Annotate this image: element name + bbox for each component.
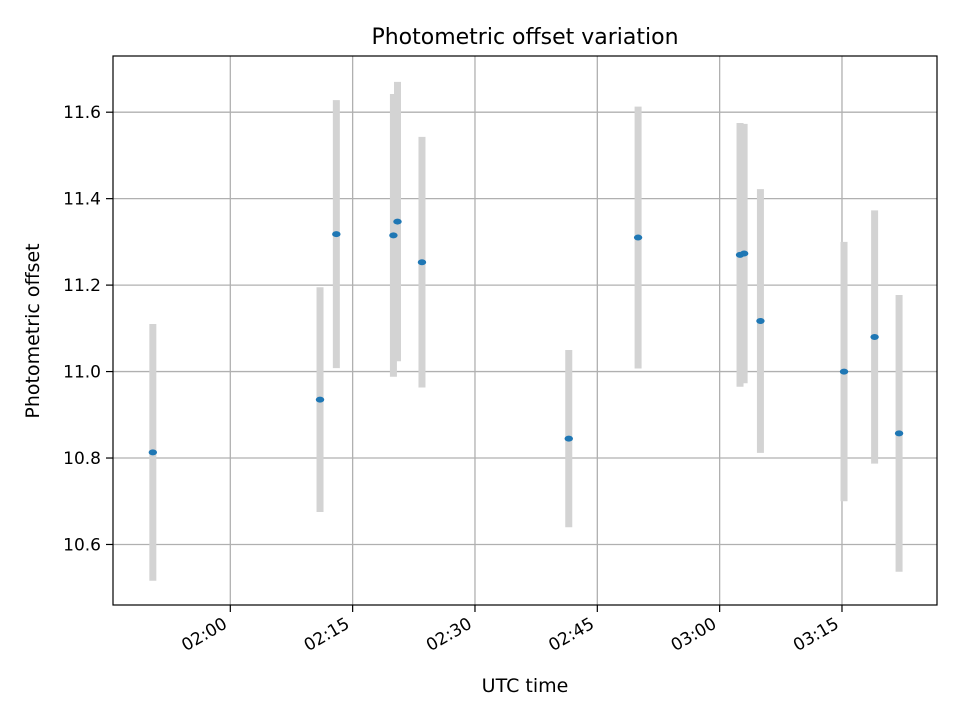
data-point bbox=[739, 250, 749, 257]
data-point bbox=[417, 259, 427, 266]
data-point bbox=[870, 333, 879, 340]
data-point bbox=[389, 232, 398, 239]
x-axis-label: UTC time bbox=[482, 675, 569, 697]
y-tick-label: 10.8 bbox=[63, 449, 101, 469]
chart-title: Photometric offset variation bbox=[371, 25, 678, 50]
y-tick-label: 11.6 bbox=[63, 103, 101, 123]
data-points bbox=[148, 218, 904, 456]
y-tick-label: 11.4 bbox=[63, 190, 101, 210]
data-point bbox=[332, 231, 341, 238]
plot-frame bbox=[112, 55, 938, 606]
y-axis: 10.6 10.8 11.0 11.2 11.4 11.6 bbox=[63, 103, 113, 555]
y-axis-label: Photometric offset bbox=[22, 243, 44, 418]
data-point bbox=[756, 317, 765, 324]
data-point bbox=[633, 234, 643, 241]
data-point bbox=[148, 449, 158, 456]
data-point bbox=[564, 435, 573, 442]
data-point bbox=[393, 218, 402, 225]
data-point bbox=[839, 368, 849, 375]
grid-lines bbox=[113, 56, 937, 605]
y-tick-label: 11.0 bbox=[63, 363, 101, 383]
plot-area bbox=[113, 56, 937, 605]
data-point bbox=[315, 396, 325, 403]
y-tick-label: 10.6 bbox=[63, 535, 101, 555]
data-point bbox=[894, 430, 904, 437]
y-tick-label: 11.2 bbox=[63, 276, 101, 296]
